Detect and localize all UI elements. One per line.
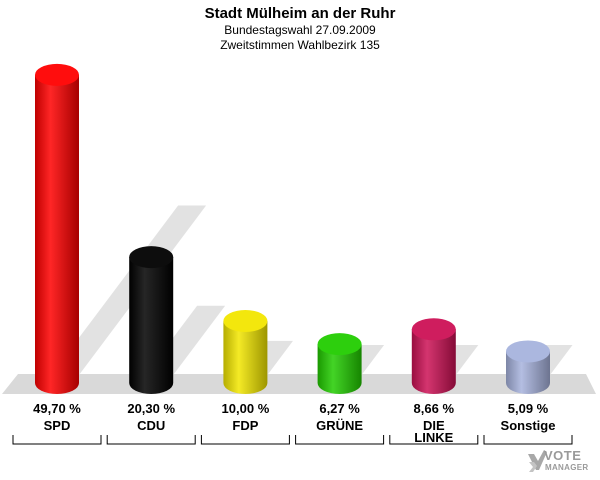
- bar-grüne: [317, 333, 362, 395]
- chart-subtitle-district: Zweitstimmen Wahlbezirk 135: [220, 38, 380, 52]
- value-label-3: 6,27 %: [319, 401, 360, 416]
- category-label-0: SPD: [44, 418, 71, 433]
- bar-fdp: [223, 310, 268, 395]
- bar-spd: [35, 63, 79, 395]
- category-label-4-1: LINKE: [414, 430, 453, 445]
- logo-text-manager: MANAGER: [545, 463, 589, 472]
- checkmark-x-icon: [528, 450, 547, 472]
- chart-title: Stadt Mülheim an der Ruhr: [204, 5, 396, 22]
- category-bracket-0: [12, 435, 102, 445]
- category-label-4-0: DIE: [423, 418, 445, 433]
- category-label-5: Sonstige: [501, 418, 556, 433]
- value-label-2: 10,00 %: [222, 401, 270, 416]
- category-label-3: GRÜNE: [316, 418, 363, 433]
- bar-cdu: [129, 246, 174, 395]
- bar-die-linke: [411, 318, 456, 395]
- vote-manager-logo: VOTE MANAGER: [526, 448, 596, 476]
- value-label-5: 5,09 %: [508, 401, 549, 416]
- category-bracket-1: [106, 435, 196, 445]
- category-bracket-4: [389, 435, 479, 445]
- category-bracket-3: [295, 435, 385, 445]
- category-bracket-5: [483, 435, 573, 445]
- category-bracket-2: [200, 435, 290, 445]
- category-label-1: CDU: [137, 418, 165, 433]
- value-label-1: 20,30 %: [127, 401, 175, 416]
- logo-text-vote: VOTE: [544, 448, 582, 463]
- value-label-0: 49,70 %: [33, 401, 81, 416]
- bar-shadow-0: [51, 205, 207, 375]
- category-label-2: FDP: [232, 418, 258, 433]
- value-label-4: 8,66 %: [414, 401, 455, 416]
- bar-sonstige: [506, 340, 550, 394]
- chart-subtitle-election: Bundestagswahl 27.09.2009: [224, 23, 376, 37]
